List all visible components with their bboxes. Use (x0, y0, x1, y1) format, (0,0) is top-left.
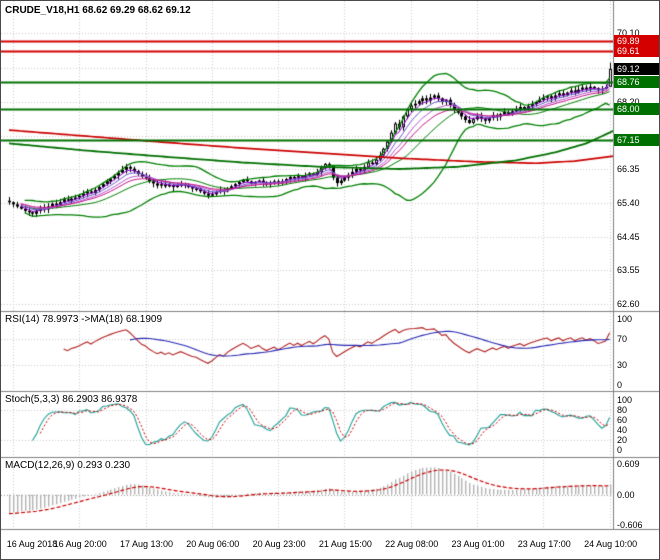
stoch-axis-label: 60 (617, 415, 628, 425)
time-axis-label: 23 Aug 01:00 (451, 539, 505, 549)
time-axis-label: 24 Aug 10:00 (584, 539, 638, 549)
macd-indicator-title: MACD(12,26,9) 0.293 0.230 (5, 460, 131, 471)
stoch-axis-label: 80 (617, 405, 628, 415)
level-price-tag: 69.89 (614, 35, 659, 48)
current-price-tag: 69.12 (614, 62, 659, 75)
rsi-indicator-title: RSI(14) 78.9973 ->MA(18) 68.1909 (5, 314, 163, 325)
rsi-axis-label: 30 (617, 360, 628, 371)
stoch-axis-label: 40 (617, 425, 628, 435)
level-price-tag: 69.61 (614, 45, 659, 58)
stoch-axis-label: 100 (617, 395, 633, 405)
time-axis-label: 16 Aug 20:00 (53, 539, 107, 549)
level-price-tag: 68.00 (614, 103, 659, 116)
level-price-tag: 67.15 (614, 133, 659, 146)
rsi-axis-label: 0 (617, 380, 623, 390)
time-axis-label: 23 Aug 17:00 (517, 539, 571, 549)
macd-axis-label: -0.606 (617, 520, 643, 531)
macd-axis-label: 0.609 (617, 459, 640, 470)
macd-axis-label: 0.00 (617, 489, 635, 500)
price-axis-label: 66.35 (617, 163, 640, 174)
price-axis-label: 64.45 (617, 232, 640, 243)
level-price-tag: 68.76 (614, 75, 659, 88)
time-axis-label: 22 Aug 08:00 (385, 539, 439, 549)
price-axis-label: 63.55 (617, 264, 640, 275)
chart-title: CRUDE_V18,H1 68.62 69.29 68.62 69.12 (5, 5, 191, 16)
rsi-axis-label: 70 (617, 333, 628, 344)
price-axis-label: 65.40 (617, 197, 640, 208)
time-axis-label: 16 Aug 2018 (6, 539, 58, 549)
price-axis-label: 70.10 (617, 28, 640, 39)
price-axis-label: 62.60 (617, 298, 640, 309)
price-axis-label: 68.20 (617, 96, 640, 107)
time-axis-label: 21 Aug 15:00 (318, 539, 372, 549)
time-axis-label: 17 Aug 13:00 (119, 539, 174, 549)
stoch-axis-label: 20 (617, 435, 628, 445)
stoch-indicator-title: Stoch(5,3,3) 86.2903 86.9378 (5, 394, 138, 405)
time-axis-label: 20 Aug 06:00 (186, 539, 240, 549)
time-axis-label: 20 Aug 23:00 (252, 539, 306, 549)
rsi-axis-label: 100 (617, 314, 633, 324)
stoch-axis-label: 0 (617, 445, 623, 455)
